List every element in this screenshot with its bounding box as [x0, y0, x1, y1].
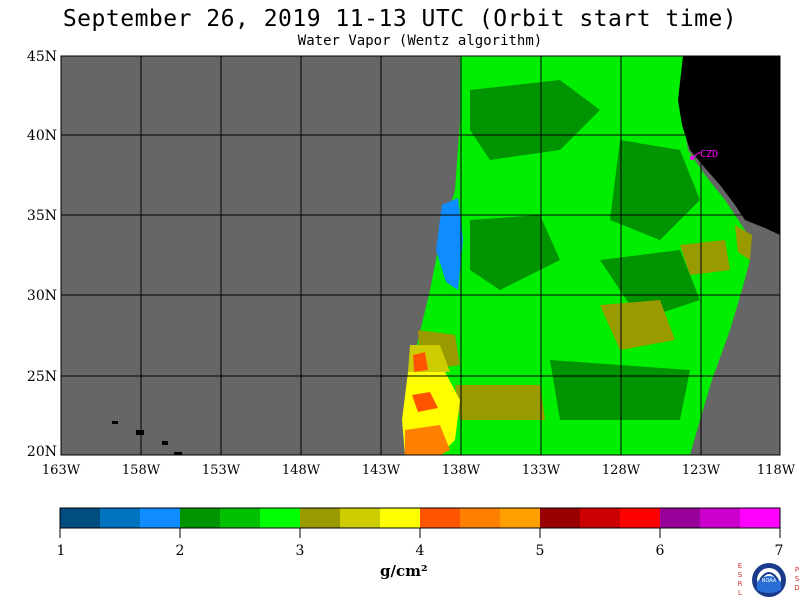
- lon-tick-label: 123W: [682, 463, 721, 478]
- lat-tick-label: 20N: [27, 444, 57, 460]
- colorbar-segment: [540, 508, 581, 528]
- station-label: CZD: [700, 149, 718, 160]
- lon-tick-label: 153W: [202, 463, 241, 478]
- colorbar-segment: [620, 508, 661, 528]
- colorbar-tick-label: 4: [416, 543, 425, 559]
- lat-tick-label: 25N: [27, 369, 57, 385]
- lon-tick-label: 138W: [442, 463, 481, 478]
- logo-letter-p: P: [795, 566, 799, 574]
- colorbar-tick-label: 1: [57, 543, 66, 559]
- page-subtitle: Water Vapor (Wentz algorithm): [297, 33, 543, 49]
- land-mass: [678, 56, 780, 235]
- swath-olive-2: [680, 240, 730, 275]
- colorbar-segment: [140, 508, 181, 528]
- water-vapor-swath: [402, 56, 752, 455]
- lon-axis: 163W 158W 153W 148W 143W 138W 133W 128W …: [42, 463, 796, 478]
- colorbar-segment: [660, 508, 701, 528]
- colorbar-ticks: 1 2 3 4 5 6 7: [57, 543, 784, 559]
- colorbar-tick-marks: [59, 528, 781, 538]
- hawaii-islands: [112, 421, 182, 455]
- lat-tick-label: 45N: [27, 49, 57, 65]
- swath-olive-5: [735, 225, 752, 260]
- colorbar-tick-label: 5: [536, 543, 545, 559]
- colorbar-segment: [700, 508, 741, 528]
- colorbar-units: g/cm²: [380, 562, 428, 580]
- lon-tick-label: 163W: [42, 463, 81, 478]
- lat-axis: 45N 40N 35N 30N 25N 20N: [27, 49, 57, 460]
- colorbar-segment: [300, 508, 341, 528]
- lon-tick-label: 143W: [362, 463, 401, 478]
- colorbar-tick-label: 3: [296, 543, 305, 559]
- lon-tick-label: 118W: [757, 463, 796, 478]
- swath-blue-band: [436, 198, 463, 290]
- logo-letter-l: L: [738, 589, 742, 597]
- colorbar-segment: [260, 508, 301, 528]
- lon-tick-label: 158W: [122, 463, 161, 478]
- colorbar-segment: [180, 508, 221, 528]
- swath-orange: [405, 425, 450, 455]
- logo-letter-e: E: [738, 562, 742, 570]
- colorbar-segment: [340, 508, 381, 528]
- swath-dark-green-1: [470, 80, 600, 160]
- logo-letter-s2: S: [795, 575, 800, 583]
- colorbar-segment: [100, 508, 141, 528]
- logo-letter-r: R: [738, 580, 743, 588]
- colorbar-segment: [380, 508, 421, 528]
- colorbar-tick-label: 6: [656, 543, 665, 559]
- colorbar-segment: [420, 508, 461, 528]
- logo-center-text: NOAA: [762, 578, 777, 584]
- station-marker: CZD: [690, 149, 718, 160]
- logo-letter-d: D: [794, 584, 799, 592]
- page-title: September 26, 2019 11-13 UTC (Orbit star…: [62, 6, 738, 32]
- lat-tick-label: 35N: [27, 208, 57, 224]
- swath-olive-1: [600, 300, 675, 350]
- swath-dark-green-4: [550, 360, 690, 420]
- colorbar-segment: [500, 508, 541, 528]
- lon-tick-label: 133W: [522, 463, 561, 478]
- lat-tick-label: 40N: [27, 128, 57, 144]
- noaa-logo: E S R L P S D NOAA: [738, 562, 800, 597]
- lat-tick-label: 30N: [27, 288, 57, 304]
- colorbar-segment: [60, 508, 101, 528]
- colorbar-segment: [580, 508, 621, 528]
- map-frame: [60, 55, 781, 456]
- lon-tick-label: 148W: [282, 463, 321, 478]
- colorbar-segment: [460, 508, 501, 528]
- map-grid: [61, 56, 780, 455]
- colorbar-tick-label: 2: [176, 543, 185, 559]
- swath-dark-green-5: [600, 250, 700, 320]
- swath-red-orange: [412, 392, 438, 412]
- swath-dark-green-3: [470, 215, 560, 290]
- colorbar-segment: [220, 508, 261, 528]
- lon-tick-label: 128W: [602, 463, 641, 478]
- swath-olive-3: [455, 385, 545, 420]
- swath-red-orange-2: [413, 352, 428, 372]
- colorbar-tick-label: 7: [775, 543, 784, 559]
- colorbar: [60, 508, 781, 528]
- colorbar-segment: [740, 508, 781, 528]
- logo-letter-s: S: [738, 571, 743, 579]
